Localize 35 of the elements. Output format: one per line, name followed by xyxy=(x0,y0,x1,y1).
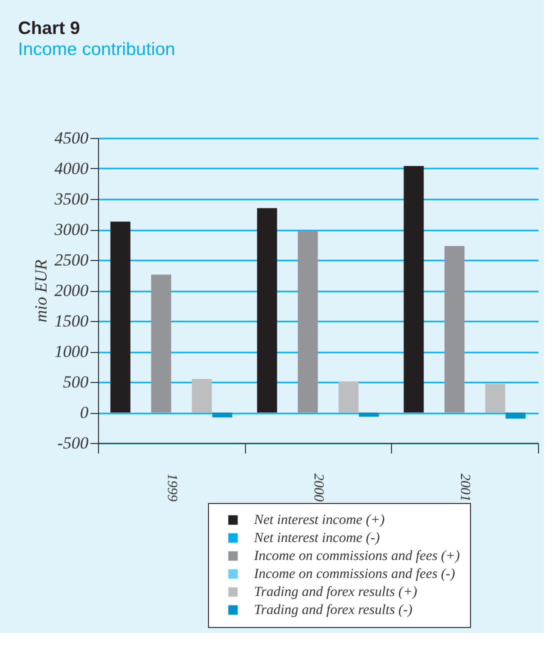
y-tick-label: 1500 xyxy=(54,312,89,330)
bar xyxy=(257,208,278,412)
chart-title: Chart 9 xyxy=(18,18,80,38)
y-tick-label: 3500 xyxy=(54,190,89,208)
bar xyxy=(485,384,506,412)
y-tick-label: 1000 xyxy=(54,342,89,361)
legend-label: Trading and forex results (-) xyxy=(254,603,413,618)
bar xyxy=(404,166,424,412)
x-tick-label: 2001 xyxy=(457,474,472,502)
legend-label: Net interest income (-) xyxy=(253,531,380,546)
y-tick-label: 2000 xyxy=(54,281,89,300)
bar xyxy=(506,412,526,419)
y-tick-label: 4000 xyxy=(54,159,89,178)
y-tick-label: 2500 xyxy=(54,250,89,270)
y-tick-label: 3000 xyxy=(54,220,89,239)
legend-label: Net interest income (+) xyxy=(253,513,385,528)
bar xyxy=(212,412,232,418)
x-tick-label: 2000 xyxy=(310,474,326,502)
y-axis-title: mio EUR xyxy=(32,258,50,322)
y-tick-label: 500 xyxy=(63,372,89,392)
chart-subtitle: Income contribution xyxy=(18,39,176,59)
x-tick-label: 1999 xyxy=(164,474,179,502)
bar xyxy=(358,412,379,417)
bar xyxy=(151,274,172,412)
bar xyxy=(338,381,359,412)
legend-label: Trading and forex results (+) xyxy=(254,585,418,600)
bar xyxy=(298,230,318,412)
legend-label: Income on commissions and fees (-) xyxy=(253,567,456,582)
y-tick-label: -500 xyxy=(57,434,89,452)
legend-label: Income on commissions and fees (+) xyxy=(253,549,460,564)
y-tick-label: 4500 xyxy=(54,128,89,148)
bar xyxy=(192,378,212,412)
bar xyxy=(110,222,130,412)
y-tick-label: 0 xyxy=(80,403,89,422)
bar xyxy=(444,246,464,412)
